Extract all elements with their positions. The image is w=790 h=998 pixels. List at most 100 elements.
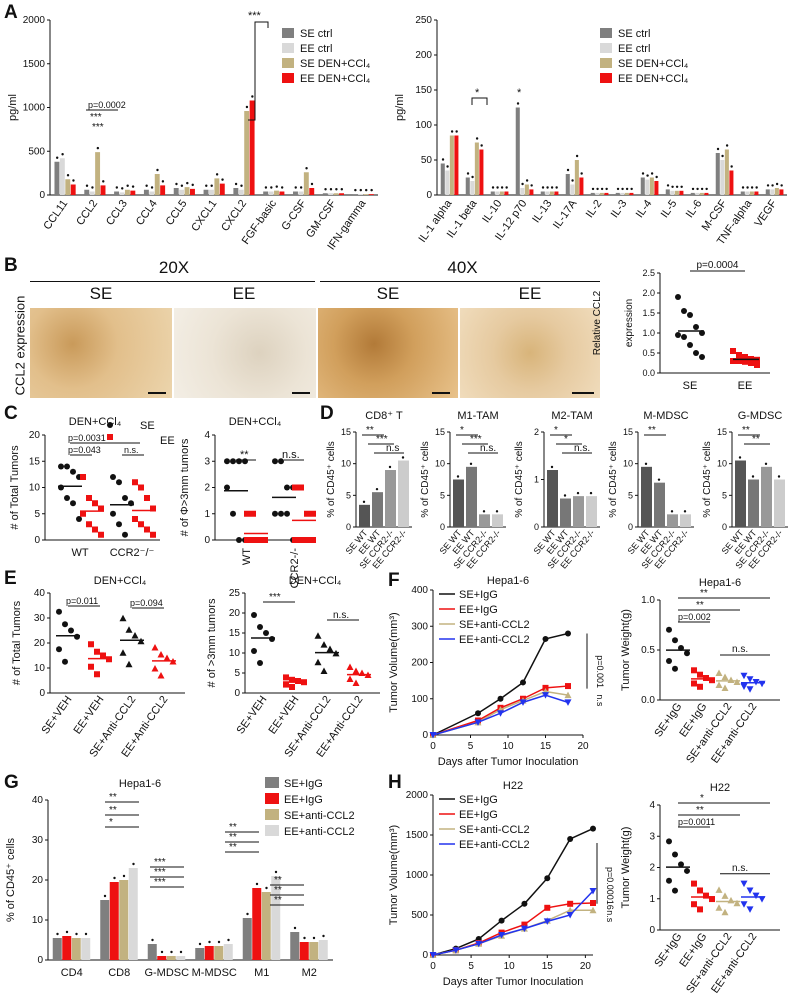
svgA1-xlabel: CCL11 <box>41 198 70 232</box>
svgA1-bar <box>352 194 358 195</box>
g-title: Hepa1-6 <box>119 778 161 790</box>
svgF1-marker <box>475 710 481 717</box>
c-right-ee-ccr2 <box>292 537 298 543</box>
c-left-ee-wt <box>92 526 98 533</box>
c-right-ee-ccr2 <box>292 484 298 491</box>
svgA1-bar <box>339 193 345 195</box>
svgF1-marker <box>542 684 549 691</box>
svgE1-group-3 <box>157 672 165 679</box>
g-dot <box>217 940 221 944</box>
svgA2-bar <box>699 192 704 195</box>
svgA2-bar <box>529 189 534 195</box>
d-chart-2-ytick-label: 1 <box>534 475 539 485</box>
g-bar <box>119 880 129 960</box>
svgA1-dot <box>280 186 284 189</box>
c-left-p1: p=0.0031 <box>68 433 106 443</box>
svgA2-bar <box>499 191 504 195</box>
c-right-star: ** <box>240 449 249 461</box>
g-legend-swatch <box>265 793 279 804</box>
b-point-EE <box>742 358 748 365</box>
d-dot-3 <box>644 462 648 466</box>
b-point-SE <box>699 354 705 360</box>
svgH1-ytick-label: 0 <box>422 950 428 961</box>
svgE1-group-3 <box>151 665 159 672</box>
d-title-4: G-MDSC <box>738 410 783 422</box>
g-bar <box>176 956 186 960</box>
svgA1-bar <box>54 161 60 195</box>
svgH2-group-3 <box>740 880 748 888</box>
svgA2-bar <box>449 135 454 195</box>
svgA2-ytick-label: 150 <box>415 85 432 96</box>
panel-c-right-chart: DEN+CCl₄ 0 1 2 3 4 # of Φ>3mm tumors WT CCR2-/- *… <box>160 416 316 588</box>
svgA1-bar <box>303 172 309 195</box>
svgF1-ylabel: Tumor Volume(mm³) <box>388 612 400 712</box>
d-chart-1-ytick-label: 5 <box>440 490 445 500</box>
g-dot <box>65 930 69 934</box>
svgF2-annot2: ** <box>696 600 704 611</box>
micro-se-40x <box>318 308 458 398</box>
svgA1-bar <box>233 188 239 195</box>
svgA1-bar <box>238 189 244 195</box>
svgE2-title: DEN+CCl₄ <box>289 575 342 587</box>
g-dot <box>274 870 278 874</box>
d-dot-2 <box>576 491 580 495</box>
c-left-se-ccr2 <box>110 510 116 517</box>
d-bar-2 <box>573 496 584 527</box>
svgA2-bar <box>574 160 579 195</box>
micro-ee-20x <box>174 308 316 398</box>
svgE2-group-2 <box>320 641 328 648</box>
svgH2-group-3 <box>746 887 754 894</box>
svgA1-bar <box>363 194 369 195</box>
svgA2-xlabel: IL-13 <box>530 198 554 225</box>
d-ylabel-0: % of CD45⁺ cells <box>326 441 337 517</box>
svgE2-group-1 <box>289 676 295 683</box>
c-left-ee-wt <box>86 521 92 528</box>
svgA2-bar <box>629 192 634 195</box>
svgF1-marker <box>429 732 437 739</box>
svgE1-group-0 <box>56 646 62 653</box>
svgA1-dot <box>365 188 368 192</box>
svgH1-marker <box>590 900 596 906</box>
panel-g-bar-chart: Hepa1-6 0 10 20 30 40 % of CD45⁺ cells CD4 CD8 G-… <box>5 777 355 979</box>
header-20x-line <box>30 281 315 282</box>
c-right-se-wt <box>236 537 242 543</box>
svgA2-dot <box>680 185 683 188</box>
d-chart-1-ytick-label: 0 <box>440 522 445 532</box>
d-dot-3 <box>670 510 674 513</box>
svgE1-group-0 <box>68 627 74 634</box>
svgA1-dot <box>251 95 254 98</box>
svgA2-dot <box>621 187 624 191</box>
svgE1-group-0 <box>62 621 68 628</box>
g-bar <box>195 948 205 960</box>
svgA1-dot <box>245 105 249 109</box>
svgH2-ytick-label: 0 <box>649 925 655 936</box>
c-right-ytick-label: 3 <box>204 456 210 467</box>
b-scatter-ytick-label: 0.5 <box>642 348 655 358</box>
d-chart-4-ytick-label: 0 <box>722 522 727 532</box>
svgF1-legend-label: SE+anti-CCL2 <box>459 619 530 631</box>
svgH1-marker <box>544 875 551 882</box>
b-point-EE <box>736 352 742 358</box>
svgE1-group-3 <box>163 654 171 661</box>
a-right-star2: * <box>517 87 522 99</box>
d-chart-0-ytick-label: 5 <box>346 490 351 500</box>
svgF2-group-0 <box>684 650 690 657</box>
c-left-ee-ccr2 <box>138 521 144 528</box>
c-left-title: DEN+CCl₄ <box>69 416 122 428</box>
svgE2-ylabel: # of >3mm tumors <box>206 598 218 687</box>
svgA1-bar <box>293 191 298 195</box>
svgE2-group-0 <box>257 624 263 630</box>
svgF1-marker <box>497 695 504 702</box>
svgA1-ylabel: pg/ml <box>7 94 19 121</box>
svgH2-group-1 <box>697 906 703 913</box>
d-annot-2: * <box>564 434 568 445</box>
svgA2-bar <box>695 192 700 195</box>
svgH2-ytick-label: 1 <box>649 894 655 905</box>
g-bar <box>271 876 281 960</box>
svgA2-dot <box>675 185 679 188</box>
c-left-ee-wt <box>80 474 86 480</box>
c-left-xlabel-ccr2: CCR2⁻/⁻ <box>110 547 155 559</box>
panel-letter-c: C <box>4 403 18 424</box>
svgE1-title: DEN+CCl₄ <box>94 575 147 587</box>
